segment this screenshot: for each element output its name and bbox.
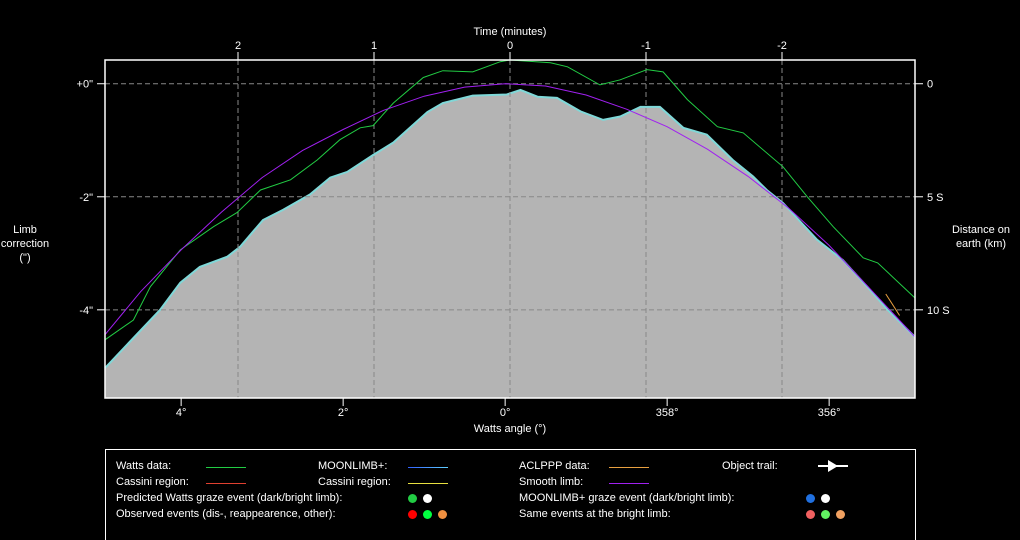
x-tick-label: 0° <box>500 407 511 419</box>
time-tick-label: 2 <box>235 40 241 52</box>
blue-dot-icon <box>806 494 815 503</box>
light-green-dot-icon <box>821 510 830 519</box>
legend-moonlimb-line <box>408 467 448 468</box>
orange-dot-icon <box>438 510 447 519</box>
legend-watts-line <box>206 467 246 468</box>
moonlimb-profile-edge <box>104 88 916 369</box>
x-tick-label: 356° <box>818 407 841 419</box>
y2-axis-label: Distance on earth (km) <box>951 224 1011 250</box>
y2-tick-label: 0 <box>927 79 933 91</box>
time-tick-label: -2 <box>777 40 787 52</box>
x-tick-label: 4° <box>176 407 187 419</box>
y-tick-label: -2" <box>79 192 93 204</box>
legend-aclppp-line <box>609 467 649 468</box>
legend-cassini1-label: Cassini region: <box>116 476 189 488</box>
y-axis-label: Limb correction (") <box>0 224 50 264</box>
white-dot-icon <box>821 494 830 503</box>
y-tick-label: +0" <box>77 79 94 91</box>
legend-aclppp-label: ACLPPP data: <box>519 460 590 472</box>
legend-moonlimb-label: MOONLIMB+: <box>318 460 388 472</box>
y2-tick-label: 10 S <box>927 305 950 317</box>
x-axis-label: Watts angle (°) <box>474 423 546 435</box>
legend-cassini2-line <box>408 483 448 484</box>
green-dot-icon <box>423 510 432 519</box>
legend-moon-graze-label: MOONLIMB+ graze event (dark/bright limb)… <box>519 492 735 504</box>
light-orange-dot-icon <box>836 510 845 519</box>
legend-pred-watts-label: Predicted Watts graze event (dark/bright… <box>116 492 343 504</box>
x-tick-label: 2° <box>338 407 349 419</box>
legend: Watts data: MOONLIMB+: ACLPPP data: Obje… <box>105 449 916 540</box>
legend-watts-label: Watts data: <box>116 460 172 472</box>
light-red-dot-icon <box>806 510 815 519</box>
x-tick-label: 358° <box>656 407 679 419</box>
plot-frame <box>104 59 916 399</box>
aclppp-data-line <box>885 293 901 316</box>
white-dot-icon <box>423 494 432 503</box>
limb-profile-chart: +0" 0 -2" 5 S -4" 10 S 2 1 0 -1 -2 4° 2° 0° 358° 356° Ti… <box>77 26 950 435</box>
time-axis-label: Time (minutes) <box>474 26 547 38</box>
smooth-limb-line <box>104 83 916 338</box>
legend-trail-label: Object trail: <box>722 460 778 472</box>
time-tick-label: 0 <box>507 40 513 52</box>
legend-smooth-label: Smooth limb: <box>519 476 584 488</box>
time-tick-label: 1 <box>371 40 377 52</box>
y-tick-label: -4" <box>79 305 93 317</box>
green-dot-icon <box>408 494 417 503</box>
legend-observed-label: Observed events (dis-, reappearence, oth… <box>116 508 336 520</box>
red-dot-icon <box>408 510 417 519</box>
watts-data-line <box>104 59 916 341</box>
legend-cassini2-label: Cassini region: <box>318 476 391 488</box>
legend-cassini1-line <box>206 483 246 484</box>
legend-smooth-line <box>609 483 649 484</box>
legend-same-bright-label: Same events at the bright limb: <box>519 508 671 520</box>
y2-tick-label: 5 S <box>927 192 944 204</box>
time-tick-label: -1 <box>641 40 651 52</box>
object-trail-icon <box>818 460 848 472</box>
